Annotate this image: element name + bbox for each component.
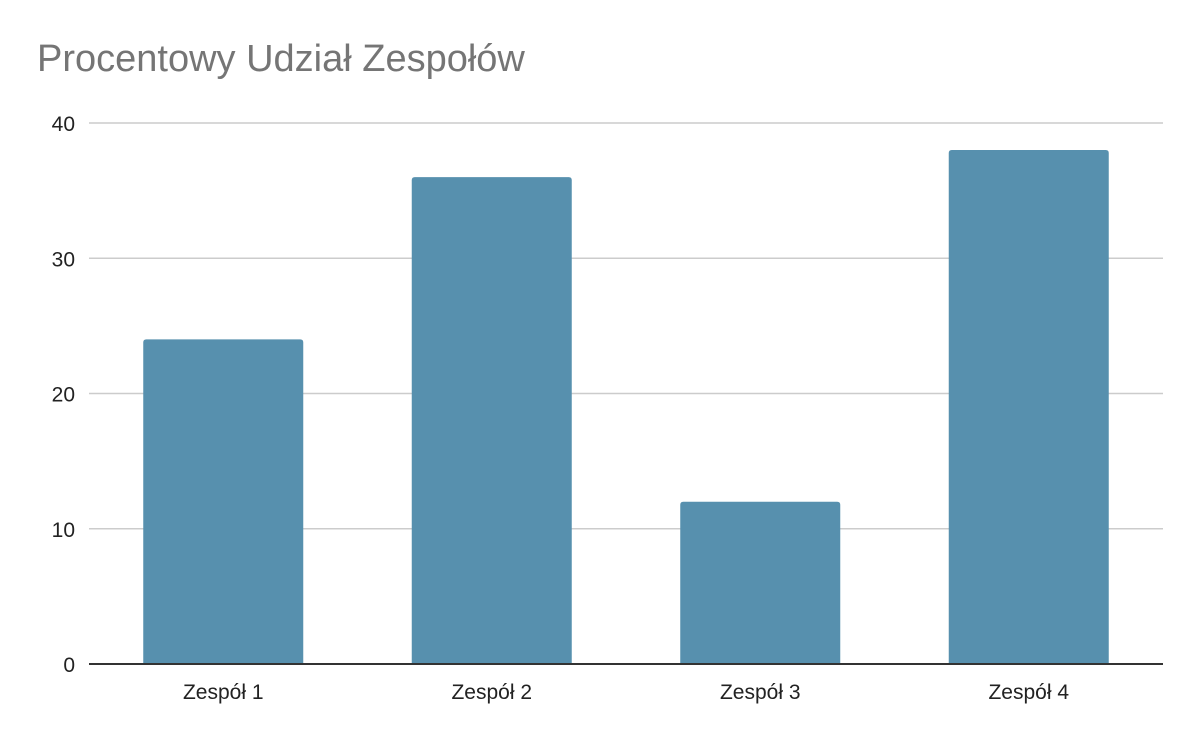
y-tick-label-10: 10 xyxy=(52,519,75,542)
y-tick-label-40: 40 xyxy=(52,113,75,136)
y-tick-label-0: 0 xyxy=(63,654,75,677)
x-tick-label-1: Zespół 1 xyxy=(183,681,264,704)
y-tick-label-30: 30 xyxy=(52,248,75,271)
x-tick-labels: Zespół 1 Zespół 2 Zespół 3 Zespół 4 xyxy=(183,681,1069,704)
chart-title: Procentowy Udział Zespołów xyxy=(37,38,525,80)
bar-1 xyxy=(143,339,304,664)
y-tick-label-20: 20 xyxy=(52,384,75,407)
x-tick-label-4: Zespół 4 xyxy=(988,681,1069,704)
bar-3 xyxy=(680,501,841,664)
x-tick-label-3: Zespół 3 xyxy=(720,681,801,704)
bar-2 xyxy=(411,177,572,664)
x-tick-label-2: Zespół 2 xyxy=(451,681,532,704)
y-tick-labels: 0 10 20 30 40 xyxy=(52,113,75,677)
bar-4 xyxy=(948,150,1109,665)
bars xyxy=(143,150,1109,665)
